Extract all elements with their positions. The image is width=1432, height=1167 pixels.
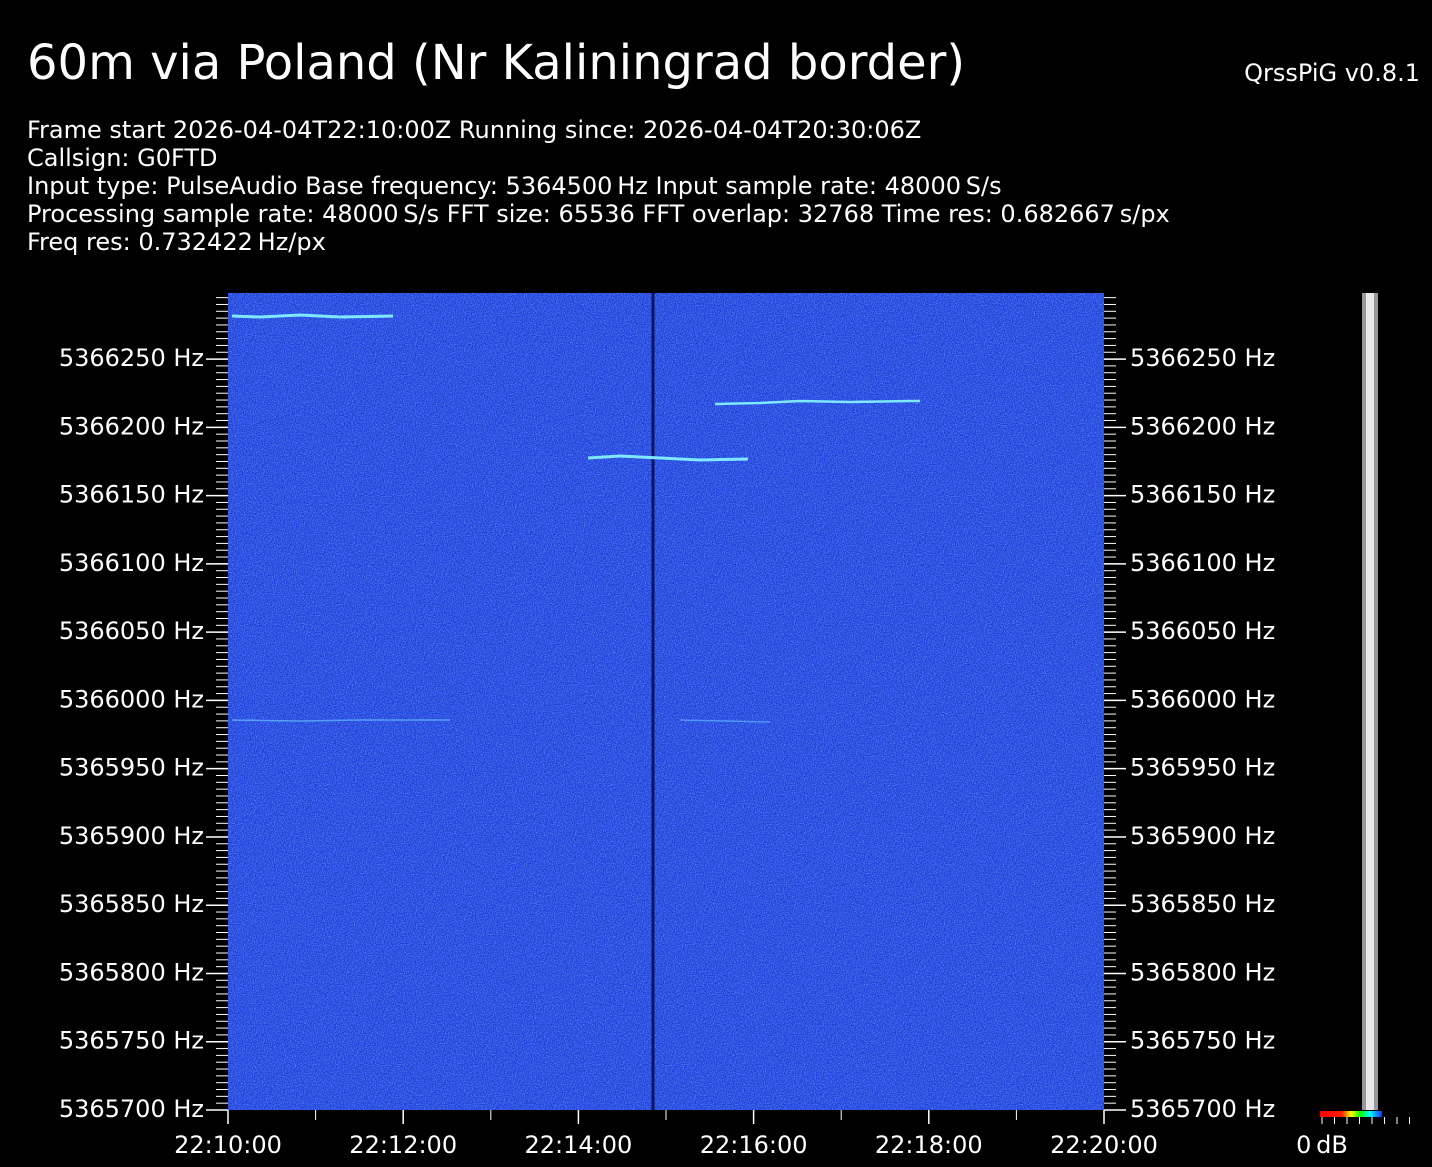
y-tick-label: 5365750 Hz [59, 1027, 204, 1055]
colorbar [1320, 1111, 1382, 1117]
x-tick-label: 22:10:00 [174, 1131, 282, 1159]
y-tick-label-right: 5365850 Hz [1130, 890, 1275, 918]
y-tick-label-right: 5365900 Hz [1130, 822, 1275, 850]
colorbar-label: 0 dB [1296, 1131, 1348, 1159]
y-tick-label-right: 5366250 Hz [1130, 344, 1275, 372]
y-tick-label: 5365950 Hz [59, 754, 204, 782]
signal-trace [679, 719, 771, 723]
y-tick-label-right: 5366050 Hz [1130, 617, 1275, 645]
y-tick-label-right: 5365750 Hz [1130, 1027, 1275, 1055]
y-tick-label: 5366100 Hz [59, 549, 204, 577]
x-tick-label: 22:20:00 [1050, 1131, 1158, 1159]
info-line: Processing sample rate: 48000 S/s FFT si… [27, 200, 1170, 228]
axes: 5366250 Hz 5366250 Hz 5366200 Hz 5366200 Hz… [59, 297, 1410, 1159]
info-line: Frame start 2026-04-04T22:10:00Z Running… [27, 116, 921, 144]
signal-trace [231, 313, 394, 319]
y-tick-label: 5365850 Hz [59, 890, 204, 918]
x-tick-label: 22:16:00 [700, 1131, 808, 1159]
spectrogram-noise [228, 293, 1104, 1110]
y-tick-label-right: 5366150 Hz [1130, 481, 1275, 509]
y-tick-label: 5366250 Hz [59, 344, 204, 372]
y-tick-label: 5366200 Hz [59, 412, 204, 440]
info-line: Freq res: 0.732422 Hz/px [27, 228, 326, 256]
y-tick-label-right: 5365950 Hz [1130, 754, 1275, 782]
x-tick-label: 22:18:00 [875, 1131, 983, 1159]
y-tick-label-right: 5366100 Hz [1130, 549, 1275, 577]
y-tick-label: 5365900 Hz [59, 822, 204, 850]
chart-title: 60m via Poland (Nr Kaliningrad border) [27, 35, 965, 91]
signal-trace [714, 399, 920, 406]
y-tick-label: 5365800 Hz [59, 958, 204, 986]
spectrum-profile [1362, 293, 1378, 1110]
y-tick-label: 5366000 Hz [59, 685, 204, 713]
y-tick-label: 5366150 Hz [59, 481, 204, 509]
info-block: Frame start 2026-04-04T22:10:00Z Running… [27, 116, 1170, 256]
y-tick-label-right: 5366000 Hz [1130, 685, 1275, 713]
y-tick-label: 5365700 Hz [59, 1095, 204, 1123]
y-tick-label: 5366050 Hz [59, 617, 204, 645]
y-tick-label-right: 5366200 Hz [1130, 412, 1275, 440]
signal-trace [231, 719, 450, 722]
y-tick-label-right: 5365700 Hz [1130, 1095, 1275, 1123]
x-tick-label: 22:12:00 [349, 1131, 457, 1159]
x-tick-label: 22:14:00 [525, 1131, 633, 1159]
profile-core [1366, 293, 1374, 1110]
software-version: QrssPiG v0.8.1 [1244, 59, 1420, 87]
y-tick-label-right: 5365800 Hz [1130, 958, 1275, 986]
spectrogram [228, 293, 1104, 1110]
info-line: Input type: PulseAudio Base frequency: 5… [27, 172, 1002, 200]
signal-trace [587, 454, 749, 462]
info-line: Callsign: G0FTD [27, 144, 218, 172]
